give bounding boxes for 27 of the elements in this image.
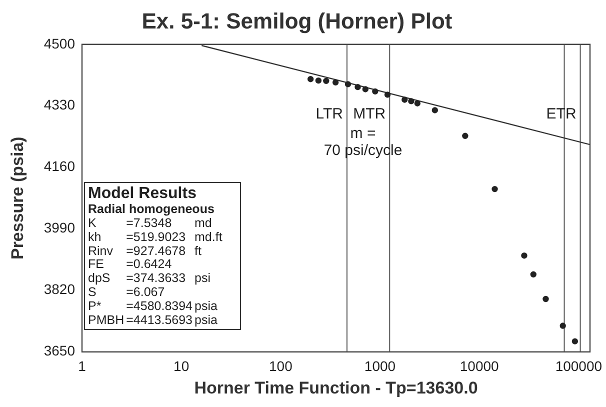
text: kh =519.9023 md.ft xyxy=(88,230,222,244)
annotation: PMBH =4413.5693 psia xyxy=(88,312,218,328)
annotation: Model Results xyxy=(88,185,198,202)
text: dpS =374.3633 psi xyxy=(88,271,210,286)
y-tick-label: 4160 xyxy=(44,158,76,174)
y-tick-label: 3650 xyxy=(44,342,76,359)
y-axis-title: Pressure (psia) xyxy=(8,136,27,260)
y-tick-label: 3990 xyxy=(44,220,76,236)
x-tick-label: 1 xyxy=(78,358,86,374)
x-tick-label: 100 xyxy=(268,358,293,374)
y-tick-label: 3820 xyxy=(44,281,76,298)
x-tick-label: 100000 xyxy=(555,358,602,374)
text: S =6.067 xyxy=(88,284,165,299)
chart-title: Ex. 5-1: Semilog (Horner) Plot xyxy=(142,8,453,34)
text: P* =4580.8394 psia xyxy=(88,298,218,313)
x-tick-label: 10 xyxy=(174,358,190,374)
annotation: Rinv =927.4678 ft xyxy=(88,244,202,258)
text: FE =0.6424 xyxy=(88,257,172,272)
y-tick-label: 4500 xyxy=(44,35,76,52)
annotation: Radial homogeneous xyxy=(88,202,216,217)
x-axis-title: Horner Time Function - Tp=13630.0 xyxy=(194,378,478,398)
y-tick-label: 4330 xyxy=(44,96,76,113)
x-tick-label: 10000 xyxy=(460,358,500,374)
ref-line-label: MTR xyxy=(353,106,386,123)
x-tick-label: 1000 xyxy=(364,358,396,374)
text: K =7.5348 md xyxy=(88,216,212,230)
ref-line-label: LTR xyxy=(316,106,344,123)
